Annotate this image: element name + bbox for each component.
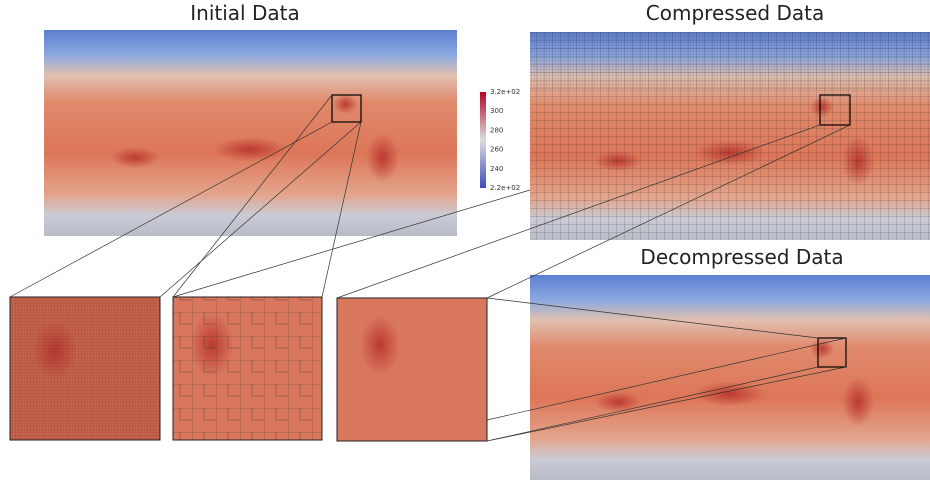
zoom-decompressed: [337, 298, 487, 441]
title: Compressed Data: [646, 1, 824, 25]
page: Initial Data Compressed Data Decompresse…: [0, 0, 930, 480]
colorbar: [480, 92, 486, 188]
colorbar-label: 2.2e+02: [490, 184, 520, 192]
zoom-compressed: [173, 297, 322, 440]
colorbar-label: 280: [490, 126, 503, 134]
title: Decompressed Data: [640, 245, 843, 269]
title: Initial Data: [190, 1, 299, 25]
initial-map: [44, 30, 457, 236]
compressed-map: [530, 32, 930, 240]
figure: Initial Data Compressed Data Decompresse…: [0, 0, 930, 480]
colorbar-label: 260: [490, 146, 503, 154]
colorbar-label: 300: [490, 107, 503, 115]
colorbar-label: 240: [490, 165, 503, 173]
colorbar-label: 3.2e+02: [490, 88, 520, 96]
decompressed-map: [530, 275, 930, 480]
zoom-initial: [10, 297, 160, 440]
